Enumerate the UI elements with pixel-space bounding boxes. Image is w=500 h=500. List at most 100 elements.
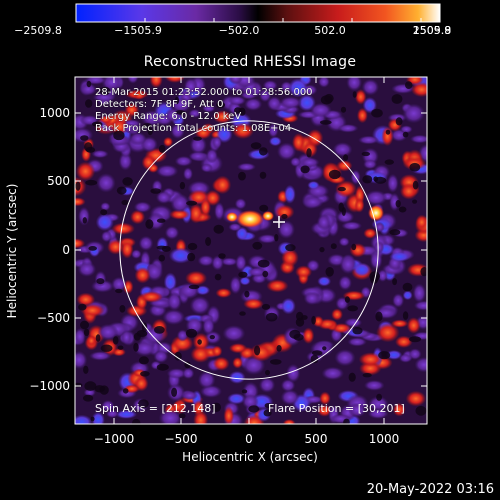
heatmap-blob — [335, 180, 357, 198]
heatmap-gap — [116, 186, 127, 195]
heatmap-blob — [130, 209, 146, 225]
heatmap-gap — [213, 224, 224, 234]
heatmap-gap — [83, 328, 90, 337]
heatmap-blob — [292, 133, 306, 152]
heatmap-blob — [155, 164, 179, 178]
heatmap-blob — [189, 135, 207, 155]
heatmap-gap — [391, 94, 403, 104]
heatmap-blob — [389, 251, 411, 262]
heatmap-blob — [97, 323, 119, 341]
heatmap-blob — [200, 197, 211, 217]
heatmap-blob — [223, 406, 235, 424]
heatmap-blob — [303, 291, 321, 306]
heatmap-blob — [77, 261, 97, 277]
heatmap-gap — [156, 218, 166, 223]
heatmap-blob — [377, 269, 388, 282]
heatmap-gap — [209, 335, 215, 340]
heatmap-blob — [75, 414, 93, 424]
heatmap-blob — [222, 325, 246, 342]
heatmap-blob — [409, 134, 427, 144]
heatmap-gap — [92, 121, 103, 127]
heatmap-blob — [239, 276, 251, 286]
heatmap-blob — [211, 345, 223, 357]
heatmap-gap — [187, 252, 196, 262]
heatmap-gap — [270, 359, 282, 365]
heatmap-blob — [162, 309, 186, 325]
heatmap-gap — [158, 254, 165, 262]
heatmap-blob — [347, 337, 368, 347]
colorbar-tick-label: −502.0 — [218, 24, 260, 37]
heatmap-blob — [331, 308, 343, 321]
heatmap-gap — [85, 99, 93, 108]
heatmap-gap — [122, 177, 133, 186]
heatmap-blob — [387, 173, 399, 193]
heatmap-gap — [113, 130, 125, 141]
heatmap-blob — [168, 247, 193, 264]
heatmap-blob — [134, 266, 151, 284]
heatmap-gap — [78, 303, 87, 311]
solar-limb-circle — [119, 120, 379, 380]
heatmap-gap — [395, 200, 401, 208]
heatmap-blob — [244, 97, 263, 111]
heatmap-gap — [100, 344, 113, 352]
heatmap-blob — [321, 366, 345, 381]
heatmap-blob — [164, 77, 185, 83]
heatmap-gap — [156, 245, 167, 250]
heatmap-blob — [405, 390, 427, 407]
heatmap-gap — [187, 242, 198, 251]
heatmap-blob — [205, 148, 218, 164]
heatmap-blob — [242, 394, 259, 410]
heatmap-blob — [75, 328, 86, 345]
heatmap-gap — [340, 106, 347, 113]
heatmap-blob — [78, 206, 90, 226]
heatmap-blob — [185, 270, 208, 286]
heatmap-blob — [166, 368, 187, 379]
heatmap-gap — [263, 409, 272, 417]
heatmap-gap — [338, 202, 344, 212]
y-tick-label: −500 — [37, 311, 70, 325]
heatmap-blob — [234, 198, 247, 210]
heatmap-gap — [175, 110, 186, 115]
colorbar-tick-label: 502.0 — [314, 24, 346, 37]
heatmap-blob — [381, 126, 394, 147]
heatmap-gap — [174, 351, 182, 361]
heatmap-blob — [362, 97, 377, 114]
colorbar — [75, 3, 441, 23]
heatmap-gap — [389, 229, 401, 236]
heatmap-blob — [332, 142, 353, 157]
heatmap-blob — [307, 180, 320, 190]
heatmap-gap — [261, 303, 271, 310]
heatmap-blob — [120, 239, 134, 259]
heatmap-blob — [131, 249, 142, 259]
hot-spot — [226, 212, 238, 222]
heatmap-blob — [133, 340, 157, 357]
heatmap-gap — [281, 214, 288, 219]
heatmap-gap — [375, 311, 383, 322]
heatmap-gap — [319, 120, 332, 125]
heatmap-blob — [194, 126, 212, 140]
heatmap-gap — [142, 123, 152, 128]
heatmap-blob — [266, 279, 289, 293]
heatmap-blob — [392, 402, 406, 417]
colorbar-tick-label: 2509.8 — [412, 24, 452, 37]
heatmap-blob — [170, 123, 185, 139]
heatmap-gap — [88, 246, 97, 251]
heatmap-blob — [356, 107, 368, 124]
heatmap-blob — [200, 163, 213, 173]
heatmap-blob — [227, 393, 246, 405]
heatmap-blob — [258, 377, 276, 393]
heatmap-blob — [188, 109, 201, 118]
heatmap-blob — [395, 335, 413, 348]
heatmap-gap — [150, 188, 161, 194]
heatmap-blob — [96, 173, 116, 193]
heatmap-blob — [167, 291, 182, 311]
heatmap-blob — [280, 389, 300, 406]
heatmap-gap — [154, 326, 165, 334]
heatmap-blob — [249, 343, 273, 362]
heatmap-blob — [237, 162, 256, 171]
heatmap-gap — [254, 345, 261, 356]
heatmap-blob — [317, 276, 332, 287]
heatmap-gap — [265, 369, 270, 376]
